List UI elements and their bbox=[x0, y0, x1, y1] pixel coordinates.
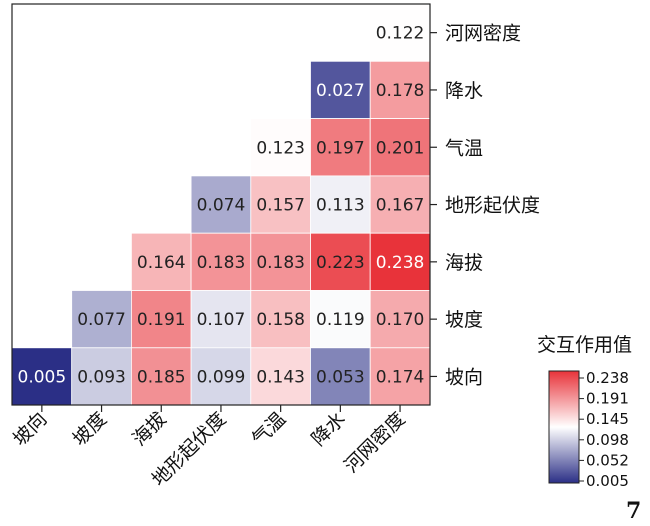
row-label: 降水 bbox=[445, 80, 483, 102]
heatmap-cells: 0.122 0.027 0.178 0.123 0.197 0.201 0.074 0.157… bbox=[11, 3, 431, 406]
heatmap-cell bbox=[250, 118, 311, 177]
column-label: 气温 bbox=[248, 408, 290, 450]
cell-value-label: 0.174 bbox=[376, 367, 425, 387]
colorbar-tick-label: 0.005 bbox=[586, 472, 629, 490]
cell-value-label: 0.158 bbox=[256, 310, 305, 330]
cell-value-label: 0.113 bbox=[316, 196, 365, 216]
colorbar-ticks: 0.238 0.191 0.145 0.098 0.052 0.005 bbox=[579, 369, 629, 490]
cell-value-label: 0.107 bbox=[197, 310, 246, 330]
cell-value-label: 0.178 bbox=[376, 81, 425, 101]
heatmap-cell bbox=[71, 290, 132, 349]
row-label: 坡向 bbox=[445, 366, 483, 388]
cell-value-label: 0.053 bbox=[316, 367, 365, 387]
row-label: 河网密度 bbox=[445, 23, 521, 45]
row-label: 坡度 bbox=[445, 309, 483, 331]
page-number: 7 bbox=[626, 498, 641, 524]
heatmap-cell bbox=[369, 175, 431, 234]
cell-value-label: 0.027 bbox=[316, 81, 365, 101]
colorbar-tick-label: 0.052 bbox=[586, 451, 629, 469]
cell-value-label: 0.077 bbox=[77, 310, 126, 330]
heatmap-cell bbox=[190, 347, 252, 406]
cell-value-label: 0.099 bbox=[197, 367, 246, 387]
heatmap-cell bbox=[369, 290, 431, 349]
heatmap-cell bbox=[369, 60, 431, 119]
colorbar-tick-label: 0.145 bbox=[586, 410, 629, 428]
heatmap-cell bbox=[310, 290, 371, 349]
cell-value-label: 0.123 bbox=[256, 138, 305, 158]
heatmap-cell bbox=[369, 118, 431, 177]
heatmap-cell bbox=[250, 290, 311, 349]
colorbar-tick-label: 0.098 bbox=[586, 431, 629, 449]
row-label: 地形起伏度 bbox=[445, 195, 540, 217]
colorbar bbox=[548, 370, 580, 484]
heatmap-cell bbox=[250, 175, 311, 234]
cell-value-label: 0.183 bbox=[197, 253, 246, 273]
colorbar-legend: 交互作用值 0.238 0.191 0.145 0.098 0.052 0.005 bbox=[537, 334, 632, 490]
cell-value-label: 0.119 bbox=[316, 310, 365, 330]
heatmap-cell bbox=[11, 347, 73, 406]
cell-value-label: 0.157 bbox=[256, 196, 305, 216]
heatmap-cell bbox=[369, 347, 431, 406]
heatmap-cell bbox=[369, 3, 431, 62]
cell-value-label: 0.197 bbox=[316, 138, 365, 158]
heatmap-cell bbox=[190, 232, 252, 291]
column-label: 河网密度 bbox=[340, 408, 409, 477]
heatmap-cell bbox=[310, 347, 371, 406]
column-label: 降水 bbox=[307, 408, 349, 450]
heatmap-cell bbox=[190, 290, 252, 349]
cell-value-label: 0.170 bbox=[376, 310, 425, 330]
heatmap-cell bbox=[71, 347, 132, 406]
colorbar-tick-label: 0.238 bbox=[586, 369, 629, 387]
cell-value-label: 0.191 bbox=[137, 310, 186, 330]
column-label: 坡度 bbox=[69, 408, 111, 450]
colorbar-title: 交互作用值 bbox=[537, 334, 632, 356]
row-label: 海拔 bbox=[445, 252, 483, 274]
heatmap-cell bbox=[310, 118, 371, 177]
colorbar-tick-label: 0.191 bbox=[586, 390, 629, 408]
column-label: 海拔 bbox=[128, 408, 170, 450]
row-label: 气温 bbox=[445, 137, 483, 159]
cell-value-label: 0.185 bbox=[137, 367, 186, 387]
cell-value-label: 0.005 bbox=[18, 367, 67, 387]
cell-value-label: 0.167 bbox=[376, 196, 425, 216]
cell-value-label: 0.093 bbox=[77, 367, 126, 387]
cell-value-label: 0.122 bbox=[376, 24, 425, 44]
heatmap-cell bbox=[310, 60, 371, 119]
heatmap-cell bbox=[130, 290, 192, 349]
column-label: 坡向 bbox=[9, 408, 51, 450]
cell-value-label: 0.074 bbox=[197, 196, 246, 216]
cell-value-label: 0.238 bbox=[376, 253, 425, 273]
cell-value-label: 0.164 bbox=[137, 253, 186, 273]
heatmap-cell bbox=[310, 232, 371, 291]
cell-value-label: 0.223 bbox=[316, 253, 365, 273]
cell-value-label: 0.201 bbox=[376, 138, 425, 158]
cell-value-label: 0.183 bbox=[256, 253, 305, 273]
cell-value-label: 0.143 bbox=[256, 367, 305, 387]
heatmap-cell bbox=[250, 232, 311, 291]
